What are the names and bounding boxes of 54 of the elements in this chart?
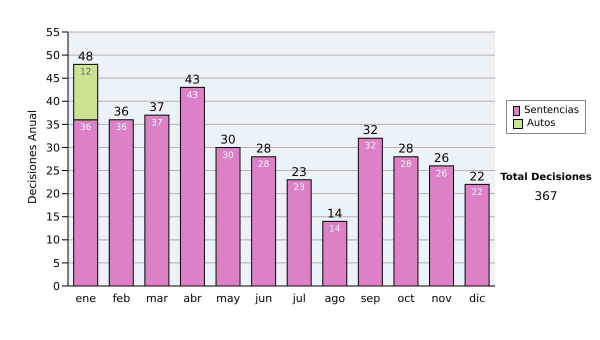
data-label: 37 (151, 118, 163, 129)
text: 367 (534, 189, 558, 203)
y-tick-label: 20 (46, 188, 60, 201)
data-label: 26 (436, 169, 448, 180)
y-tick-label: 55 (46, 26, 60, 39)
data-label: 22 (471, 188, 483, 198)
total-label: 48 (78, 49, 94, 64)
total-label: 37 (149, 100, 164, 114)
y-tick-label: 5 (53, 256, 60, 270)
y-tick-label: 15 (46, 210, 60, 224)
y-tick-label: 40 (46, 95, 60, 108)
legend-label: Autos (527, 117, 556, 130)
x-tick-label: nov (432, 292, 452, 305)
y-tick-label: 10 (46, 234, 60, 247)
x-tick-label: jul (292, 292, 306, 305)
data-label: 36 (116, 123, 128, 134)
total-label: 43 (184, 72, 200, 86)
data-label: 28 (400, 160, 412, 170)
y-tick-label: 0 (53, 280, 60, 293)
y-tick-label: 25 (46, 164, 60, 178)
x-tick-label: mar (146, 292, 168, 305)
data-label: 32 (364, 142, 376, 152)
x-tick-label: feb (112, 292, 130, 305)
total-label: 28 (398, 142, 414, 156)
x-tick-label: abr (183, 292, 202, 305)
data-label: 36 (80, 123, 92, 134)
total-label: 23 (292, 164, 307, 179)
y-axis-title: Decisiones Anual (26, 110, 39, 204)
total-label: 28 (256, 142, 272, 156)
x-tick-label: dic (469, 292, 486, 305)
total-label: 32 (362, 123, 378, 138)
total-label: 14 (327, 206, 342, 220)
x-tick-label: may (216, 292, 241, 305)
legend-label: Sentencias (524, 104, 579, 117)
data-label: 30 (222, 150, 234, 161)
data-label: 28 (258, 160, 270, 170)
data-label: 23 (293, 183, 305, 194)
total-label: 30 (220, 132, 236, 146)
x-tick-label: ago (324, 292, 346, 305)
y-tick-label: 50 (46, 48, 60, 62)
x-tick-label: sep (360, 292, 380, 305)
y-tick-label: 35 (46, 118, 60, 132)
y-tick-label: 30 (46, 141, 60, 154)
y-tick-label: 45 (46, 72, 60, 86)
data-label: 12 (80, 68, 92, 78)
x-tick-label: jun (254, 292, 272, 305)
data-label: 14 (329, 224, 341, 235)
text: Total Decisiones (499, 172, 593, 183)
total-label: 36 (114, 104, 129, 119)
total-label: 26 (434, 150, 450, 165)
data-label: 43 (186, 90, 198, 101)
x-tick-label: ene (76, 292, 96, 305)
total-label: 22 (469, 169, 485, 184)
x-tick-label: oct (397, 292, 416, 305)
